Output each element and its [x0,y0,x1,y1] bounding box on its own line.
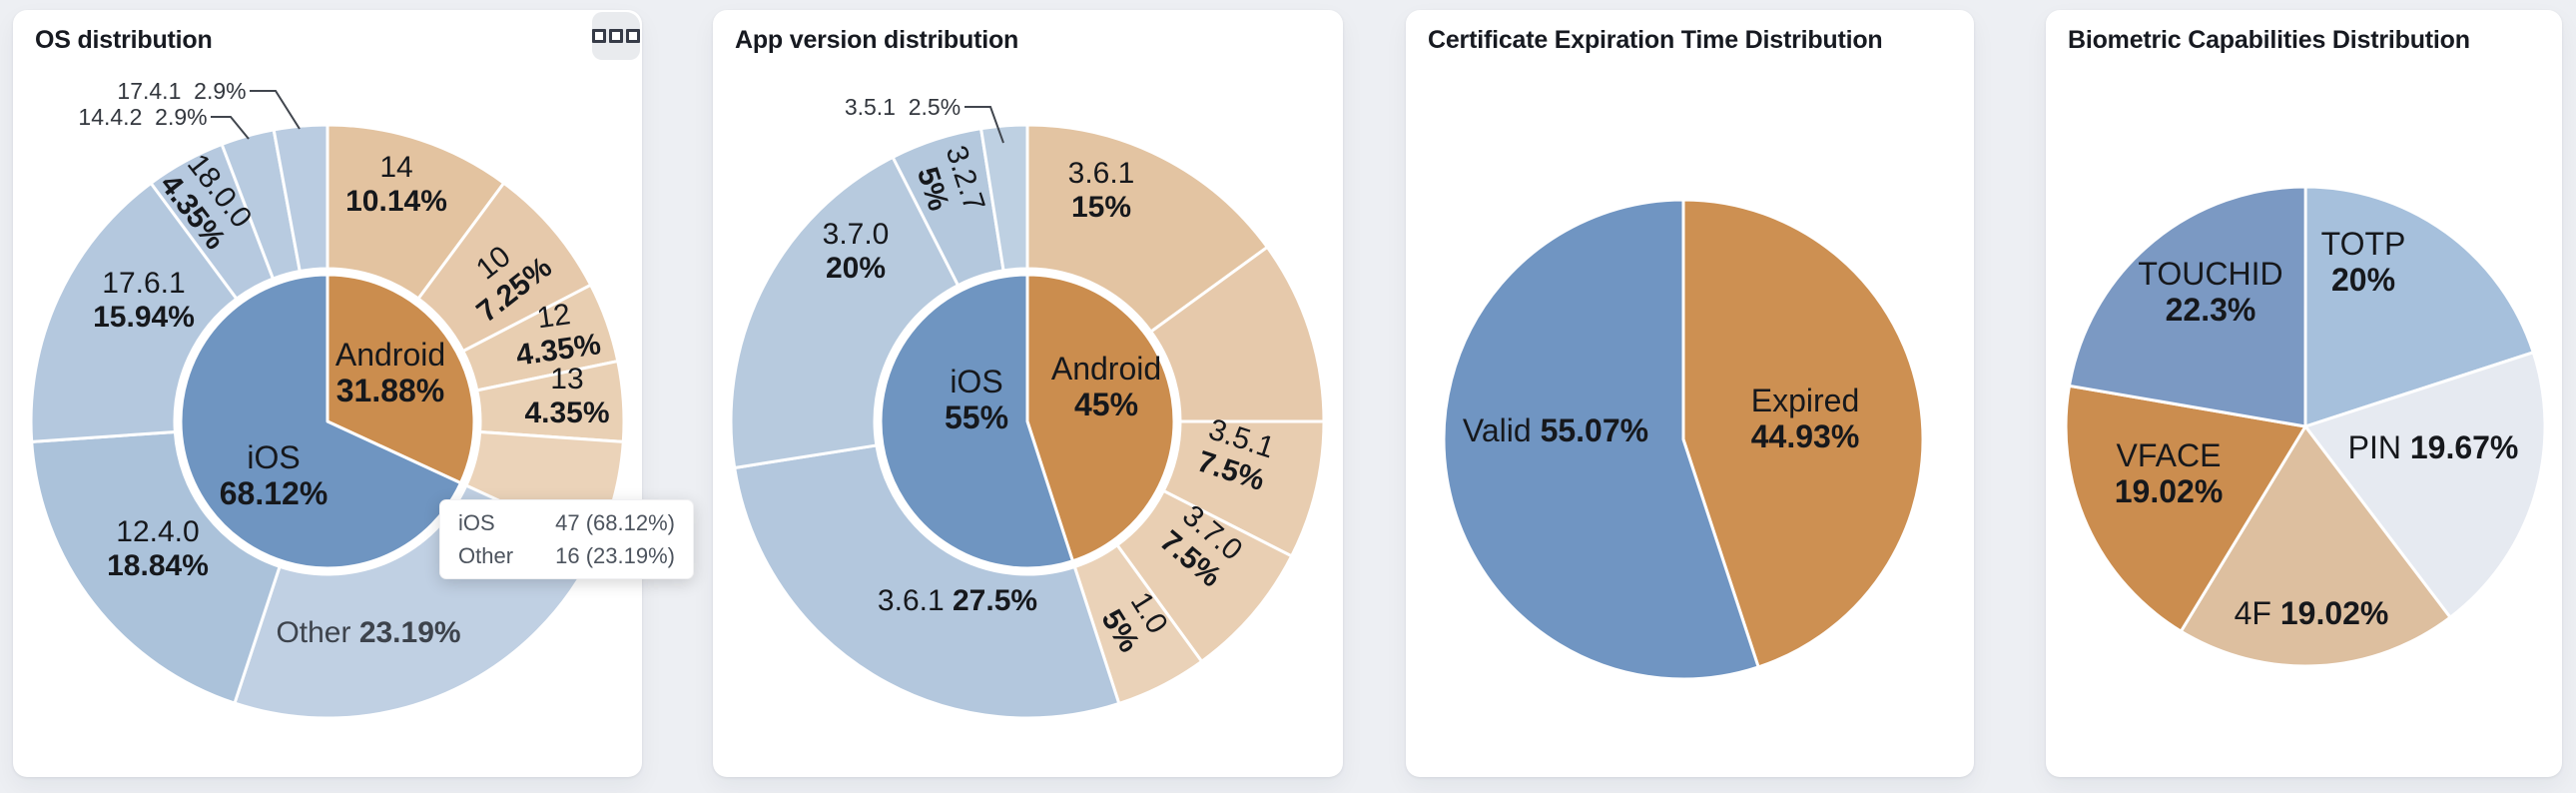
slice-label-12.4.0: 12.4.0 18.84% [107,515,209,582]
chart-tooltip: iOS 47 (68.12%) Other 16 (23.19%) [439,499,694,579]
slice-label-12: 12 4.35% [513,298,603,373]
pie-svg [1442,198,1925,681]
sunburst-svg [29,90,626,720]
slice-label-3.7.0: 3.7.0 20% [822,218,890,285]
slice-label-Valid: Valid 55.07% [1462,411,1649,448]
slice-label-17.6.1: 17.6.1 15.94% [93,267,195,334]
slice-label-4F: 4F 19.02% [2234,594,2389,631]
page-title: OS distribution [35,26,213,54]
slice-Expired[interactable] [1681,198,1925,669]
slice-iOS[interactable] [879,273,1074,570]
card-certificate-expiration: Certificate Expiration Time Distribution… [1406,10,1974,777]
slice-Android[interactable] [1025,273,1176,563]
slice-3.6.1[interactable] [733,443,1121,720]
slice-3.5.1[interactable] [979,123,1029,273]
chart-certificate-expiration: Expired 44.93% Valid 55.07% [1406,10,1974,777]
slice-label-iOS: iOS 55% [944,363,1009,435]
tooltip-series-value: 47 (68.12%) [555,509,675,535]
pie-svg [2064,185,2547,668]
slice-label-3.6.1: 3.6.1 27.5% [877,584,1038,618]
slice-Android[interactable] [325,273,476,485]
chart-os-distribution: 14 10.14% 10 7.25% 12 4.35% 13 4.35% Other 23.19… [13,10,642,777]
slice-label-VFACE: VFACE 19.02% [2114,436,2224,509]
chart-app-version-distribution: 3.6.1 15% 3.5.1 7.5% 3.7.0 7.5% 1.0 5% 3.6.1 27.… [713,10,1343,777]
slice-TOUCHID[interactable] [2067,185,2307,428]
page-title: Certificate Expiration Time Distribution [1428,26,1883,54]
label-leader-line [965,106,1004,144]
slice-label-3.6.1: 3.6.1 15% [1067,157,1135,224]
label-leader-line [250,90,301,130]
slice-label-Expired: Expired 44.93% [1750,382,1860,454]
slice-label-Android: Android 31.88% [334,336,446,408]
menu-square-icon [592,29,606,43]
slice-label-3.5.1: 3.5.1 2.5% [844,94,962,121]
slice-label-17.4.1: 17.4.1 2.9% [117,78,247,105]
slice-label-14.4.2: 14.4.2 2.9% [78,104,208,131]
slice-12.4.0[interactable] [30,429,282,705]
slice-VFACE[interactable] [2064,384,2307,633]
slice-label-14: 14 10.14% [345,151,447,218]
card-os-distribution: OS distribution 14 10.14% 10 7.25% 12 4.35% 13… [13,10,642,777]
slice-PIN[interactable] [2303,351,2547,619]
slice-label-13: 13 4.35% [524,363,610,429]
tooltip-series-value: 16 (23.19%) [555,542,675,568]
slice-Valid[interactable] [1442,198,1760,681]
menu-square-icon [609,29,623,43]
sunburst-svg [729,106,1326,720]
menu-square-icon [626,29,640,43]
slice-label-iOS: iOS 68.12% [219,438,328,511]
label-leader-line [211,116,250,140]
slice-17.6.1[interactable] [29,181,239,443]
slice-3.7.0[interactable] [729,155,961,469]
tooltip-row: iOS 47 (68.12%) [458,510,675,536]
slice-17.4.1[interactable] [272,123,329,274]
page-title: Biometric Capabilities Distribution [2068,26,2470,54]
tooltip-series-label: Other [458,542,514,568]
page-title: App version distribution [735,26,1019,54]
slice-4F[interactable] [2179,424,2452,668]
more-options-button[interactable] [592,12,640,60]
card-app-version-distribution: App version distribution 3.6.1 15% 3.5.1 7.… [713,10,1343,777]
slice-3.6.1[interactable] [1025,123,1269,334]
tooltip-series-label: iOS [458,509,495,535]
tooltip-row: Other 16 (23.19%) [458,543,675,569]
slice-iOS[interactable] [179,273,462,570]
slice-label-Android: Android 45% [1050,350,1162,422]
slice-TOTP[interactable] [2303,185,2535,428]
slice-label-TOTP: TOTP 20% [2320,225,2406,298]
card-biometric-capabilities: Biometric Capabilities Distribution TOTP… [2046,10,2562,777]
slice-label-PIN: PIN 19.67% [2347,428,2519,465]
chart-biometric-capabilities: TOTP 20% PIN 19.67% 4F 19.02% VFACE 19.02% TOU… [2046,10,2562,777]
slice-label-TOUCHID: TOUCHID 22.3% [2138,255,2283,328]
slice-label-Other: Other 23.19% [276,616,461,650]
